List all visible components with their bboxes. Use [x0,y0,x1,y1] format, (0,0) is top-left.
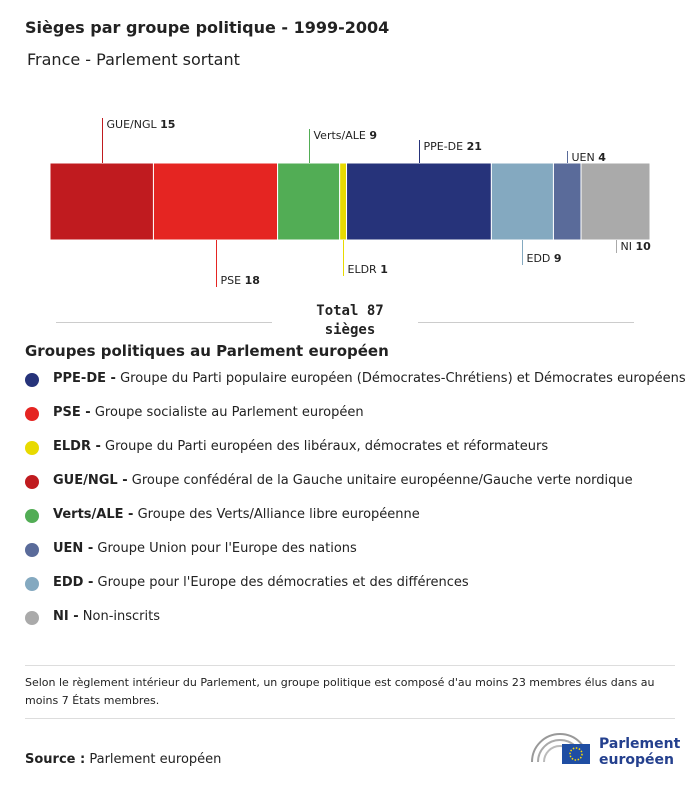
bar-segment [552,162,582,241]
segment-label: PSE 18 [221,274,260,287]
value-label: 9 [369,129,377,142]
legend-abbr: Verts/ALE - [53,507,134,522]
value-label: 18 [245,274,260,287]
legend-item: ELDR - Groupe du Parti européen des libé… [53,439,548,454]
category-name: NI [621,240,632,253]
segment-label: ELDR 1 [348,263,388,276]
category-name: EDD [527,252,551,265]
category-name: PSE [221,274,242,287]
legend-item: EDD - Groupe pour l'Europe des démocrati… [53,575,469,590]
source-text: Parlement européen [89,752,222,767]
chart-title: Sièges par groupe politique - 1999-2004 [25,18,390,37]
source-label: Source : [25,752,86,767]
category-name: ELDR [348,263,378,276]
legend-text: Groupe du Parti populaire européen (Démo… [120,371,686,386]
separator [25,665,675,666]
bar-segment [277,162,341,241]
legend-abbr: NI - [53,609,79,624]
category-name: GUE/NGL [107,118,158,131]
separator [56,322,272,323]
legend-item: NI - Non-inscrits [53,609,160,624]
source: Source : Parlement européen [25,752,221,767]
legend-text: Non-inscrits [82,609,160,624]
legend-abbr: UEN - [53,541,94,556]
segment-label: EDD 9 [527,252,562,265]
segment-label: UEN 4 [572,151,607,164]
legend-swatch [25,373,39,387]
legend-abbr: EDD - [53,575,94,590]
legend-item: PPE-DE - Groupe du Parti populaire europ… [53,371,686,386]
segment-label: PPE-DE 21 [424,140,482,153]
legend-abbr: PPE-DE - [53,371,116,386]
legend-text: Groupe confédéral de la Gauche unitaire … [131,473,633,488]
bar-segment [580,162,651,241]
logo-line: européen [599,752,674,768]
bar-segment [490,162,554,241]
segment-label: Verts/ALE 9 [314,129,377,142]
legend-item: Verts/ALE - Groupe des Verts/Alliance li… [53,507,420,522]
value-label: 9 [554,252,562,265]
legend-swatch [25,407,39,421]
legend-text: Groupe pour l'Europe des démocraties et … [97,575,469,590]
bar-segment [49,162,154,241]
note: Selon le règlement intérieur du Parlemen… [25,676,655,707]
logo-text: Parlement européen [599,736,680,768]
legend-swatch [25,475,39,489]
value-label: 4 [598,151,606,164]
legend-abbr: ELDR - [53,439,101,454]
legend-text: Groupe Union pour l'Europe des nations [97,541,357,556]
bar-chart: GUE/NGL 15 PSE 18 Verts/ALE 9 ELDR 1 PPE-DE … [49,118,652,287]
segment-label: NI 10 [621,240,652,253]
legend-text: Groupe du Parti européen des libéraux, d… [105,439,549,454]
bar-segment [152,162,279,241]
legend-item: UEN - Groupe Union pour l'Europe des nat… [53,541,357,556]
total-value: 87 [366,303,384,319]
legend-text: Groupe des Verts/Alliance libre européen… [137,507,420,522]
value-label: 1 [380,263,388,276]
legend-swatch [25,543,39,557]
value-label: 15 [160,118,175,131]
legend-swatch [25,577,39,591]
legend-swatch [25,509,39,523]
value-label: 10 [635,240,651,253]
logo-line: Parlement [599,736,681,752]
legend-abbr: GUE/NGL - [53,473,128,488]
value-label: 21 [467,140,482,153]
category-name: UEN [572,151,595,164]
separator [25,718,675,719]
legend-abbr: PSE - [53,405,91,420]
logo-icon [531,733,590,764]
legend-item: PSE - Groupe socialiste au Parlement eur… [53,405,364,420]
bar-segment [346,162,492,241]
separator [418,322,634,323]
legend-item: GUE/NGL - Groupe confédéral de la Gauche… [53,473,633,488]
legend-title: Groupes politiques au Parlement européen [25,342,389,360]
category-name: Verts/ALE [314,129,366,142]
total-label: Total [316,303,359,319]
total-unit: sièges [324,322,376,338]
legend-swatch [25,611,39,625]
legend-swatch [25,441,39,455]
bar-segment [339,162,348,241]
total: Total 87 sièges [270,302,430,340]
legend-text: Groupe socialiste au Parlement européen [94,405,364,420]
category-name: PPE-DE [424,140,464,153]
chart-subtitle: France - Parlement sortant [27,50,240,69]
segment-label: GUE/NGL 15 [107,118,176,131]
